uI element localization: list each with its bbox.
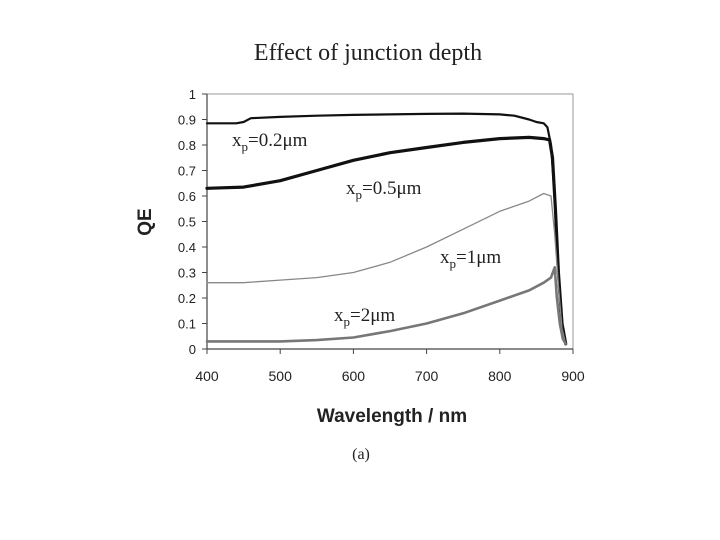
- x-tick-label: 600: [342, 368, 366, 384]
- series-label-main: x: [334, 305, 344, 326]
- y-tick-label: 0.9: [178, 113, 196, 128]
- y-tick-label: 0.2: [178, 291, 196, 306]
- series-label-subscript: p: [450, 256, 457, 271]
- y-axis-label: QE: [135, 208, 156, 235]
- chart-title: Effect of junction depth: [254, 40, 482, 66]
- y-tick-label: 0.3: [178, 266, 196, 281]
- x-axis-ticks: 400 500 600 700 800 900: [195, 349, 585, 384]
- y-tick-label: 0.4: [178, 240, 196, 255]
- series-label-2: xp=0.5μm: [346, 178, 422, 202]
- x-tick-label: 500: [269, 368, 293, 384]
- y-tick-label: 0.1: [178, 317, 196, 332]
- y-tick-label: 1: [189, 87, 196, 102]
- series-label-1: xp=0.2μm: [232, 130, 308, 154]
- series-line-4: [205, 266, 568, 346]
- series-label-main: x: [440, 247, 450, 268]
- series-label-value: =2μm: [350, 305, 395, 326]
- series-label-subscript: p: [356, 187, 363, 202]
- series-label-subscript: p: [242, 139, 249, 154]
- series-label-main: x: [232, 130, 242, 151]
- x-tick-label: 400: [195, 368, 219, 384]
- x-tick-label: 800: [488, 368, 512, 384]
- series-label-3: xp=1μm: [440, 247, 501, 271]
- y-tick-label: 0.7: [178, 164, 196, 179]
- series-label-value: =1μm: [456, 247, 501, 268]
- series-label-value: =0.2μm: [248, 130, 308, 151]
- series-label-subscript: p: [344, 314, 351, 329]
- series-line-3: [206, 192, 567, 345]
- series-label-4: xp=2μm: [334, 305, 395, 329]
- series-line-2: [205, 135, 568, 346]
- y-tick-label: 0.8: [178, 138, 196, 153]
- x-tick-label: 700: [415, 368, 439, 384]
- series-lines: [205, 112, 568, 346]
- y-tick-label: 0: [189, 342, 196, 357]
- y-tick-label: 0.5: [178, 215, 196, 230]
- series-label-value: =0.5μm: [362, 178, 422, 199]
- x-axis-label: Wavelength / nm: [317, 406, 467, 427]
- y-axis-ticks: 0 0.1 0.2 0.3 0.4 0.5 0.6 0.7 0.8 0.9 1: [178, 87, 207, 357]
- figure-caption: (a): [352, 446, 370, 463]
- y-tick-label: 0.6: [178, 189, 196, 204]
- series-label-main: x: [346, 178, 356, 199]
- x-tick-label: 900: [561, 368, 585, 384]
